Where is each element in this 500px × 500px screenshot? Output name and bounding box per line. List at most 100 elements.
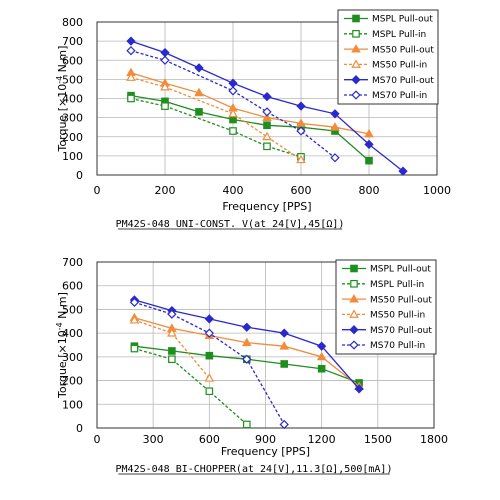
legend-entry-label: MS70 Pull-out	[372, 76, 434, 86]
data-point	[317, 364, 326, 373]
data-point	[317, 341, 327, 351]
data-point	[330, 153, 340, 163]
y-axis-title-suffix: N.m]	[56, 46, 69, 76]
legend-swatch-marker	[352, 30, 360, 38]
x-tick-label: 800	[359, 184, 380, 197]
data-point	[364, 139, 374, 150]
legend-entry-label: MS50 Pull-in	[370, 311, 425, 321]
y-axis-title: Torque [×10-4 N.m]	[55, 46, 69, 153]
data-point	[279, 341, 290, 350]
series-mspl-pull-in	[130, 344, 251, 429]
series-ms50-pull-in	[129, 315, 215, 382]
series-ms70-pull-in	[129, 297, 289, 430]
y-tick-label: 600	[62, 280, 83, 293]
data-point	[365, 156, 373, 165]
legend-swatch-marker	[349, 325, 359, 335]
data-point	[204, 373, 215, 382]
data-point	[262, 131, 272, 141]
x-tick-label: 1200	[308, 433, 336, 446]
series-line	[130, 50, 336, 159]
legend-entry-label: MS70 Pull-in	[372, 91, 427, 101]
x-tick-label: 0	[94, 433, 101, 446]
legend-entry-label: MS50 Pull-in	[372, 61, 427, 71]
data-point	[241, 337, 252, 347]
data-point	[242, 322, 252, 332]
x-tick-label: 0	[94, 184, 101, 197]
data-point	[204, 314, 214, 324]
series-line	[130, 94, 370, 162]
chart-caption: PM42S-048 BI-CHOPPER(at 24[V],11.3[Ω],50…	[116, 464, 393, 475]
legend-entry-label: MSPL Pull-in	[370, 280, 424, 290]
data-point	[229, 115, 237, 124]
legend-entry-label: MS70 Pull-in	[370, 341, 425, 351]
data-point	[296, 126, 306, 136]
x-tick-label: 600	[199, 433, 220, 446]
y-tick-label: 200	[62, 375, 83, 388]
y-tick-label: 600	[62, 54, 83, 67]
x-tick-label: 1000	[423, 184, 451, 197]
legend-swatch-marker	[350, 280, 358, 288]
x-tick-label: 1500	[364, 433, 392, 446]
legend-swatch-marker	[351, 59, 361, 68]
legend-swatch-marker	[350, 264, 358, 273]
data-point	[167, 328, 177, 337]
data-point	[262, 112, 272, 122]
data-point	[168, 355, 176, 364]
x-tick-label: 600	[291, 184, 312, 197]
y-tick-label: 300	[62, 351, 83, 364]
data-point	[316, 351, 327, 361]
series-ms50-pull-out	[126, 67, 374, 138]
x-axis-title: Frequency [PPS]	[222, 200, 311, 213]
y-tick-label: 400	[62, 327, 83, 340]
y-axis-title-suffix: N.m]	[56, 292, 69, 322]
data-point	[126, 72, 136, 81]
legend-entry-label: MS70 Pull-out	[370, 326, 432, 336]
data-point	[296, 101, 306, 111]
y-tick-label: 300	[62, 112, 83, 125]
series-ms70-pull-in	[126, 46, 340, 163]
data-point	[296, 118, 306, 127]
x-tick-label: 300	[143, 433, 164, 446]
data-point	[263, 142, 271, 151]
legend: MSPL Pull-out MSPL Pull-in MS50 Pull-out MS…	[335, 259, 437, 355]
data-point	[205, 351, 214, 360]
data-point	[279, 328, 289, 338]
data-point	[280, 360, 289, 368]
chart-caption: PM42S-048 UNI-CONST. V(at 24[V],45[Ω])	[116, 219, 345, 230]
legend-swatch-marker	[349, 294, 359, 303]
data-point	[205, 387, 214, 396]
series-ms50-pull-out	[129, 312, 364, 390]
data-point	[296, 154, 306, 164]
series-ms70-pull-out	[126, 36, 408, 176]
data-point	[354, 384, 364, 394]
data-point	[127, 94, 135, 103]
series-line	[130, 72, 370, 135]
chart-2: 0 300 600 900 1200 1500 1800 0 100 200 300 400 500 60…	[55, 256, 448, 475]
y-tick-label: 700	[62, 35, 83, 48]
series-mspl-pull-out	[127, 91, 373, 165]
legend-swatch-marker	[352, 14, 360, 23]
legend: MSPL Pull-out MSPL Pull-in MS50 Pull-out MS…	[337, 9, 439, 105]
y-tick-label: 800	[62, 16, 83, 29]
data-point	[130, 344, 139, 353]
data-point	[204, 328, 214, 338]
chart-1: 0 200 400 600 800 1000 0 100 200 300 400 500 600 700 8…	[55, 9, 451, 230]
data-point	[262, 107, 272, 117]
legend-entry-label: MS50 Pull-out	[370, 295, 432, 305]
x-tick-label: 200	[155, 184, 176, 197]
data-point	[161, 102, 169, 110]
data-point	[194, 63, 204, 73]
series-ms50-pull-in	[126, 72, 306, 164]
y-axis-title-exponent: -4	[55, 322, 64, 330]
y-axis-title-prefix: Torque [×10	[56, 330, 69, 399]
data-point	[262, 91, 272, 102]
y-tick-label: 400	[62, 93, 83, 106]
legend-box	[337, 9, 439, 105]
y-tick-label: 500	[62, 73, 83, 86]
legend-swatch-marker	[349, 309, 359, 318]
data-point	[263, 121, 271, 130]
data-point	[228, 108, 238, 118]
y-tick-label: 0	[76, 422, 83, 435]
x-tick-label: 1800	[420, 433, 448, 446]
